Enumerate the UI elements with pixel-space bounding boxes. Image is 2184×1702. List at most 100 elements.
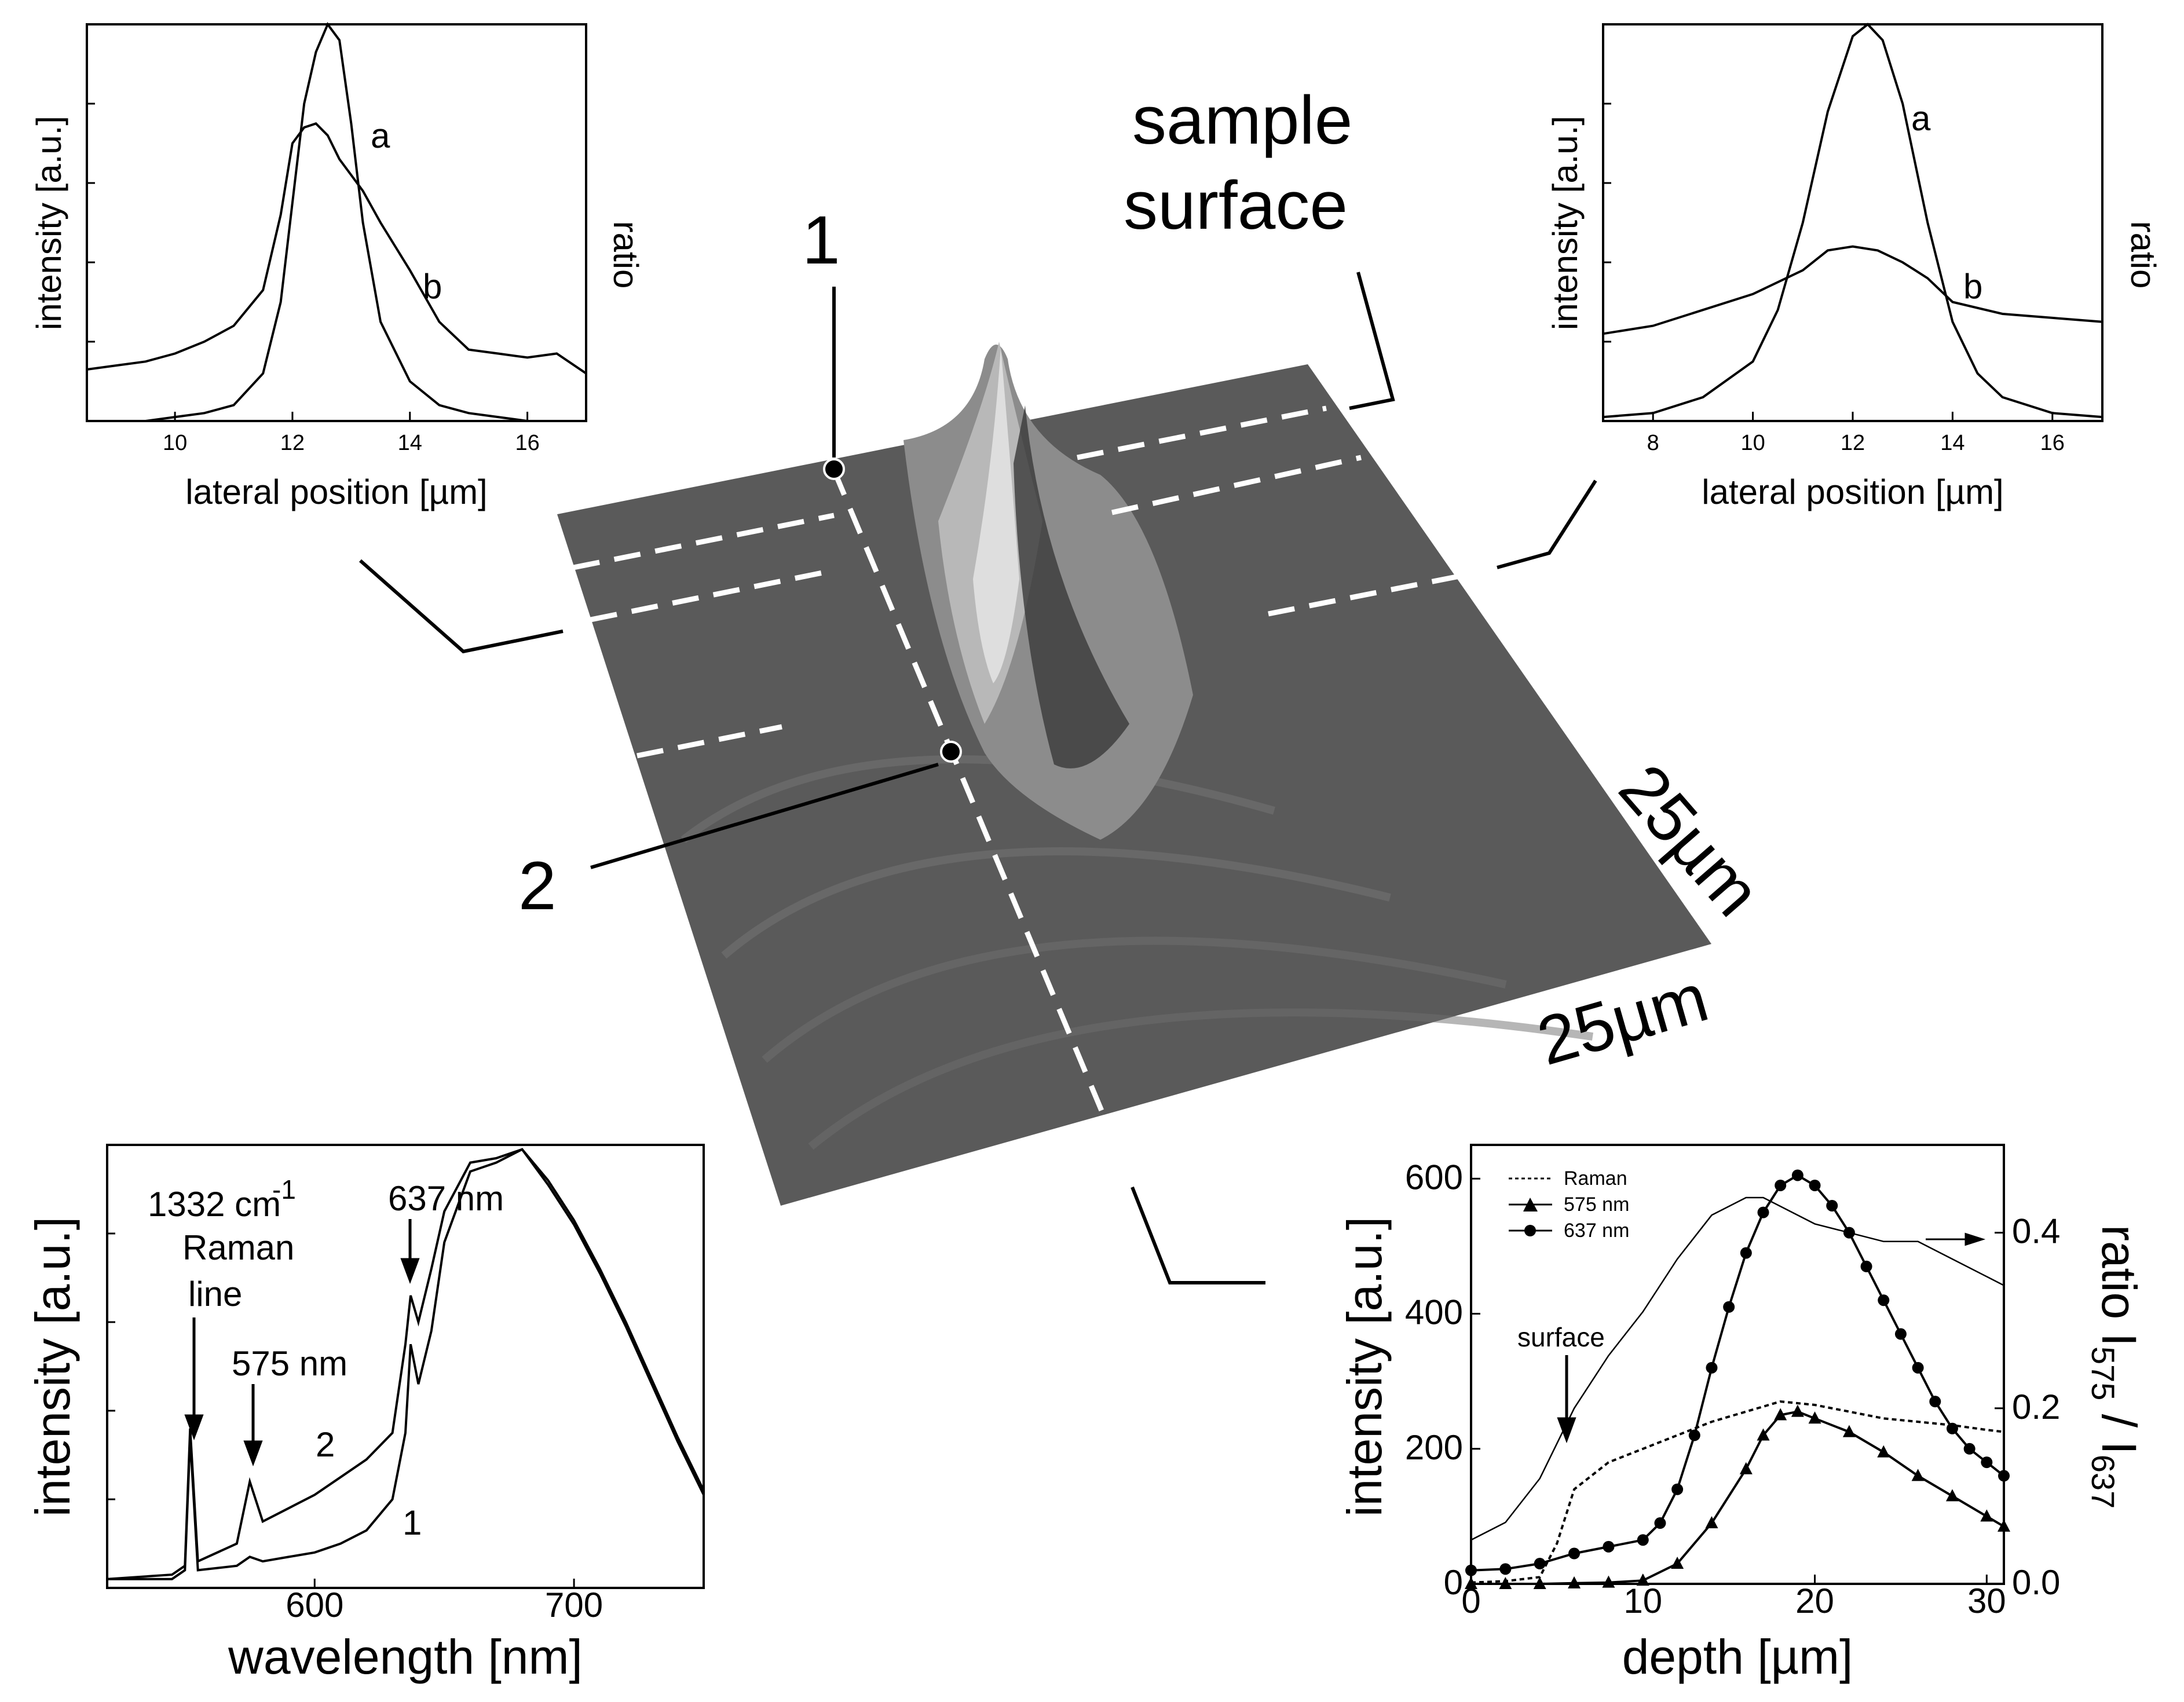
y2-tick-label: 0.2 <box>2012 1388 2060 1426</box>
point-575-nm <box>1533 1577 1546 1589</box>
y-axis-label: intensity [a.u.] <box>1337 1217 1392 1517</box>
point-2-label: 2 <box>518 848 557 924</box>
series-raman <box>1470 1400 2004 1584</box>
x-tick-label: 600 <box>286 1586 343 1624</box>
x-tick-label: 14 <box>1940 431 1964 455</box>
series-2 <box>107 1148 705 1580</box>
point-637-nm <box>1981 1456 1993 1469</box>
point-637-nm <box>1723 1301 1735 1313</box>
point-637-nm <box>1568 1547 1581 1560</box>
annotation-637: 637 nm <box>388 1179 504 1218</box>
point-637-nm <box>1809 1179 1821 1191</box>
legend: Raman 575 nm 637 nm <box>1509 1167 1629 1242</box>
x-tick-label: 12 <box>1841 431 1865 455</box>
point-1-label: 1 <box>802 202 840 279</box>
chart-frame <box>1602 23 2103 422</box>
point-637-nm <box>1637 1534 1649 1546</box>
point-637-nm <box>1706 1361 1718 1374</box>
point-637-nm <box>1671 1483 1684 1495</box>
x-tick-label: 700 <box>545 1586 603 1624</box>
annotation-raman-sup: -1 <box>272 1174 296 1205</box>
y-axis-right-label: ratio <box>606 221 645 289</box>
series-1 <box>107 1148 705 1580</box>
point-575-nm <box>1568 1576 1581 1588</box>
point-575-nm <box>1842 1425 1856 1437</box>
point-575-nm <box>1705 1516 1718 1529</box>
curve-label-2: 2 <box>316 1425 335 1464</box>
y-axis-right-label: ratio I575 / I637 <box>2085 1225 2146 1509</box>
x-tick-label: 10 <box>1740 431 1765 455</box>
point-575-nm <box>1877 1445 1890 1458</box>
point-637-nm <box>1603 1540 1615 1553</box>
x-axis-label: wavelength [nm] <box>228 1630 583 1684</box>
point-575-nm <box>1465 1577 1477 1589</box>
x-tick-label: 16 <box>2040 431 2065 455</box>
y-axis-label: intensity [a.u.] <box>1546 116 1585 330</box>
y-tick-label: 600 <box>1405 1158 1463 1196</box>
point-575-nm <box>1739 1462 1753 1474</box>
point-575-nm <box>1791 1404 1804 1417</box>
surface-3d <box>557 342 1711 1206</box>
x-tick-label: 30 <box>1967 1582 2006 1620</box>
chart-frame <box>86 23 587 422</box>
x-axis-label: depth [µm] <box>1622 1630 1853 1684</box>
x-tick-label: 16 <box>515 431 539 455</box>
annotation-raman-1: 1332 cm <box>148 1185 281 1224</box>
chart-top-left: 10 12 14 16 lateral position [µm] intensity… <box>30 21 645 511</box>
y-tick-label: 400 <box>1405 1293 1463 1332</box>
curve-label-a: a <box>1911 99 1931 138</box>
point-637-nm <box>1860 1260 1872 1272</box>
point-637-nm <box>1791 1169 1803 1181</box>
annotation-575: 575 nm <box>232 1344 347 1383</box>
x-axis-label: lateral position [µm] <box>1702 473 2003 511</box>
point-637-nm <box>1963 1443 1976 1455</box>
series-575-nm <box>1471 1410 2005 1585</box>
series-b <box>1603 245 2103 335</box>
legend-raman: Raman <box>1564 1167 1627 1189</box>
legend-637: 637 nm <box>1564 1220 1629 1242</box>
point-575-nm <box>1998 1519 2010 1532</box>
point-1-marker <box>823 458 845 480</box>
y2-tick-label: 0.0 <box>2012 1563 2060 1602</box>
point-637-nm <box>1534 1558 1546 1570</box>
point-637-nm <box>1998 1470 2010 1482</box>
series-a <box>87 21 586 422</box>
annotation-surface: surface <box>1517 1322 1605 1352</box>
surface-label: surface <box>1124 167 1348 244</box>
point-637-nm <box>1654 1517 1666 1529</box>
point-637-nm <box>1878 1294 1890 1306</box>
y-tick-label: 200 <box>1405 1428 1463 1467</box>
leader-lines <box>359 272 1597 1284</box>
point-575-nm <box>1636 1573 1649 1586</box>
series-b <box>86 122 587 375</box>
point-575-nm <box>1774 1408 1787 1421</box>
chart-frame <box>106 1144 705 1589</box>
y-axis-right-label: ratio <box>2124 221 2163 289</box>
legend-575: 575 nm <box>1564 1194 1629 1216</box>
curve-label-b: b <box>423 267 442 306</box>
series-a <box>1603 23 2103 419</box>
series-ratio <box>1470 1196 2004 1541</box>
x-tick-label: 10 <box>1623 1582 1662 1620</box>
point-637-nm <box>1826 1199 1838 1211</box>
y2-tick-label: 0.4 <box>2012 1212 2060 1251</box>
point-637-nm <box>1775 1179 1787 1191</box>
point-637-nm <box>1499 1563 1512 1575</box>
dashed-profiles <box>573 405 1460 1116</box>
x-tick-label: 10 <box>163 431 187 455</box>
point-575-nm <box>1911 1469 1925 1481</box>
point-575-nm <box>1499 1577 1512 1589</box>
point-575-nm <box>1602 1575 1615 1588</box>
curve-label-a: a <box>371 116 390 155</box>
curve-label-1: 1 <box>403 1503 422 1542</box>
y-axis-label: intensity [a.u.] <box>25 1217 80 1517</box>
x-tick-label: 14 <box>398 431 422 455</box>
x-tick-label: 8 <box>1647 431 1659 455</box>
point-637-nm <box>1946 1422 1958 1434</box>
x-tick-label: 20 <box>1795 1582 1834 1620</box>
point-637-nm <box>1688 1429 1700 1441</box>
x-tick-label: 12 <box>280 431 305 455</box>
